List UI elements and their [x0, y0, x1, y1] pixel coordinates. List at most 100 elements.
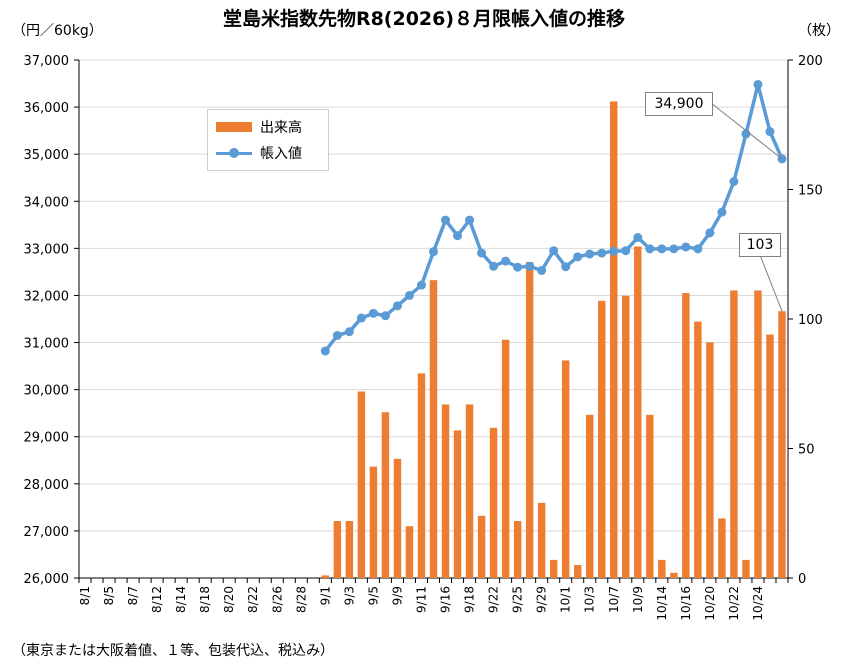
- x-tick-label: 9/29: [535, 586, 549, 613]
- x-tick-label: 10/22: [727, 586, 741, 621]
- left-tick-label: 34,000: [24, 195, 70, 210]
- price-callout: 34,900: [645, 92, 713, 116]
- volume-bar: [489, 427, 498, 578]
- legend-item-volume: 出来高: [216, 117, 302, 137]
- x-tick-label: 9/11: [414, 586, 428, 613]
- price-point: [465, 215, 475, 225]
- x-tick-label: 8/28: [294, 586, 308, 613]
- volume-bar: [682, 293, 690, 578]
- volume-bar: [453, 430, 462, 578]
- legend-swatch-bar: [216, 122, 252, 132]
- volume-callout: 103: [739, 233, 781, 257]
- x-tick-label: 9/16: [439, 586, 453, 613]
- volume-bar: [477, 515, 486, 578]
- price-point: [380, 311, 390, 321]
- price-point: [717, 207, 727, 217]
- x-tick-label: 9/3: [342, 586, 356, 605]
- volume-bar: [778, 311, 786, 578]
- right-tick-label: 100: [798, 313, 823, 328]
- volume-bar: [465, 404, 474, 578]
- volume-bar: [754, 290, 762, 578]
- left-tick-label: 30,000: [24, 384, 70, 399]
- footnote: （東京または大阪着値、１等、包装代込、税込み）: [12, 643, 334, 659]
- price-point: [513, 262, 523, 272]
- price-point: [392, 301, 402, 311]
- x-tick-label: 8/5: [102, 586, 116, 605]
- volume-bar: [321, 575, 330, 578]
- left-tick-label: 28,000: [24, 478, 70, 493]
- volume-bar: [658, 559, 666, 578]
- volume-bar: [634, 246, 642, 579]
- legend-item-price: 帳入値: [216, 143, 302, 163]
- x-tick-label: 9/5: [366, 586, 380, 605]
- chart-title: 堂島米指数先物R8(2026)８月限帳入値の推移: [222, 8, 626, 30]
- x-tick-label: 10/16: [679, 586, 693, 621]
- volume-bar: [357, 391, 366, 578]
- x-tick-label: 8/14: [174, 586, 188, 613]
- volume-bar: [694, 321, 702, 578]
- price-point: [597, 248, 607, 258]
- x-tick-label: 8/22: [246, 586, 260, 613]
- volume-bar: [417, 373, 426, 578]
- volume-bar: [670, 572, 678, 578]
- volume-bar: [513, 521, 522, 578]
- x-tick-label: 10/14: [655, 586, 669, 621]
- left-tick-label: 37,000: [24, 54, 70, 69]
- volume-bar: [718, 518, 726, 578]
- price-point: [549, 246, 559, 256]
- price-point: [633, 233, 643, 243]
- right-tick-label: 50: [798, 443, 815, 458]
- price-point: [537, 265, 547, 275]
- volume-bar: [742, 559, 750, 578]
- volume-bar: [610, 101, 618, 578]
- x-tick-label: 10/24: [751, 586, 765, 621]
- price-point: [705, 228, 715, 238]
- legend-label-volume: 出来高: [260, 120, 302, 136]
- left-tick-label: 31,000: [24, 337, 70, 352]
- x-tick-label: 8/1: [78, 586, 92, 605]
- volume-bar: [646, 414, 654, 578]
- x-tick-label: 8/20: [222, 586, 236, 613]
- volume-bar: [622, 295, 630, 578]
- legend-label-price: 帳入値: [260, 146, 302, 162]
- left-tick-label: 33,000: [24, 242, 70, 257]
- left-axis-unit: （円／60kg）: [12, 23, 103, 39]
- price-point: [765, 127, 775, 137]
- price-point: [729, 176, 739, 186]
- volume-bar: [369, 466, 378, 578]
- volume-bar: [561, 360, 570, 578]
- price-line: [323, 82, 784, 353]
- x-tick-label: 8/7: [126, 586, 140, 605]
- left-tick-label: 32,000: [24, 289, 70, 304]
- volume-bar: [345, 521, 354, 578]
- volume-bar: [501, 339, 510, 578]
- right-tick-label: 150: [798, 184, 823, 199]
- volume-bar: [525, 262, 534, 578]
- price-point: [693, 244, 703, 254]
- price-point: [585, 249, 595, 259]
- volume-bar: [381, 412, 390, 578]
- volume-bar: [730, 290, 738, 578]
- right-axis-unit: （枚）: [798, 23, 840, 39]
- x-tick-label: 9/1: [318, 586, 332, 605]
- price-point: [453, 231, 463, 241]
- price-point: [320, 346, 330, 356]
- x-tick-label: 9/18: [463, 586, 477, 613]
- x-tick-label: 10/1: [559, 586, 573, 613]
- left-tick-label: 35,000: [24, 148, 70, 163]
- price-point: [657, 244, 667, 254]
- x-tick-label: 8/12: [150, 586, 164, 613]
- left-tick-label: 36,000: [24, 101, 70, 116]
- price-point: [681, 242, 691, 252]
- price-point: [753, 79, 763, 89]
- chart-legend: 出来高 帳入値: [207, 109, 329, 171]
- volume-bar: [429, 280, 438, 578]
- price-point: [525, 261, 535, 271]
- price-point: [645, 244, 655, 254]
- left-tick-label: 26,000: [24, 572, 70, 587]
- x-tick-label: 9/22: [487, 586, 501, 613]
- price-point: [356, 313, 366, 323]
- volume-callout-leader: [759, 254, 783, 312]
- price-point: [489, 261, 499, 271]
